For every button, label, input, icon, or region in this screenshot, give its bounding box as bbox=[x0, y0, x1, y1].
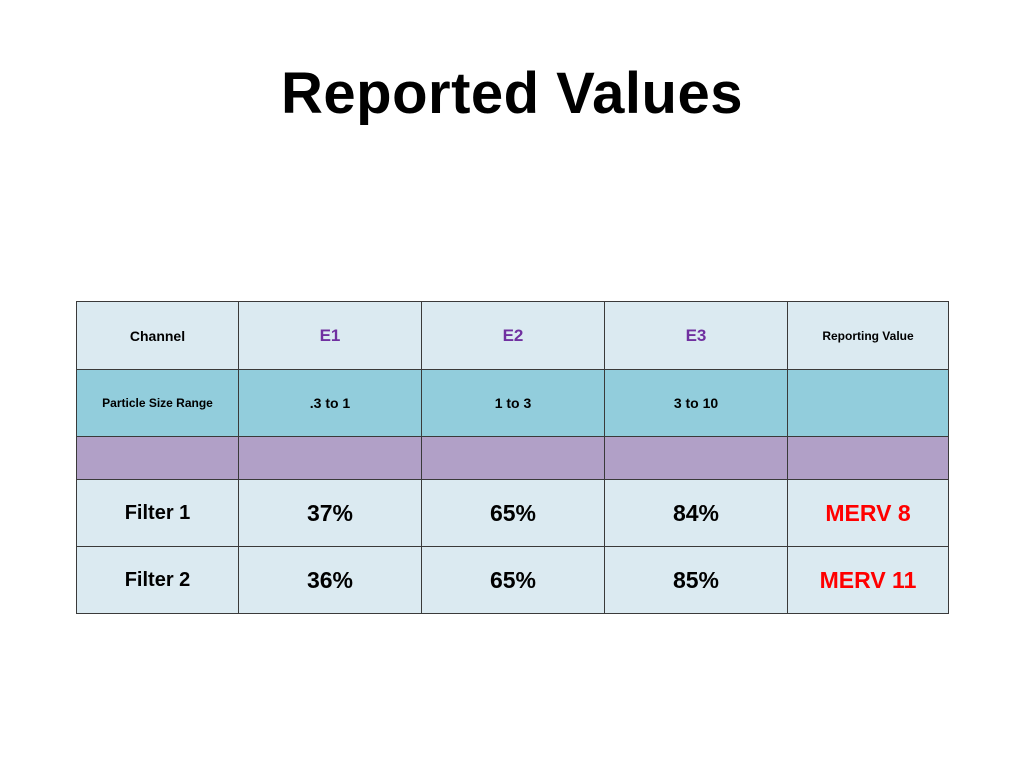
spacer-cell bbox=[238, 436, 422, 480]
spacer-cell bbox=[604, 436, 788, 480]
page-title: Reported Values bbox=[281, 61, 743, 126]
filter-2-row: Filter 2 36% 65% 85% MERV 11 bbox=[76, 546, 949, 614]
particle-range-e2-cell: 1 to 3 bbox=[421, 369, 605, 437]
filter-2-name-cell: Filter 2 bbox=[76, 546, 239, 614]
particle-range-e1-cell: .3 to 1 bbox=[238, 369, 422, 437]
filter-2-e2-cell: 65% bbox=[421, 546, 605, 614]
particle-reporting-cell bbox=[787, 369, 949, 437]
filter-1-row: Filter 1 37% 65% 84% MERV 8 bbox=[76, 479, 949, 547]
channel-header-row: Channel E1 E2 E3 Reporting Value bbox=[76, 301, 949, 370]
spacer-cell bbox=[787, 436, 949, 480]
particle-range-e3-cell: 3 to 10 bbox=[604, 369, 788, 437]
spacer-row bbox=[76, 436, 949, 480]
reporting-value-header-cell: Reporting Value bbox=[787, 301, 949, 370]
filter-2-reporting-cell: MERV 11 bbox=[787, 546, 949, 614]
spacer-cell bbox=[76, 436, 239, 480]
filter-1-e1-cell: 37% bbox=[238, 479, 422, 547]
particle-size-row: Particle Size Range .3 to 1 1 to 3 3 to … bbox=[76, 369, 949, 437]
filter-1-reporting-cell: MERV 8 bbox=[787, 479, 949, 547]
reported-values-table: Channel E1 E2 E3 Reporting Value Particl… bbox=[76, 301, 949, 614]
channel-header-cell: Channel bbox=[76, 301, 239, 370]
filter-1-name-cell: Filter 1 bbox=[76, 479, 239, 547]
particle-size-label-cell: Particle Size Range bbox=[76, 369, 239, 437]
channel-e2-cell: E2 bbox=[421, 301, 605, 370]
channel-e3-cell: E3 bbox=[604, 301, 788, 370]
channel-e1-cell: E1 bbox=[238, 301, 422, 370]
filter-1-e3-cell: 84% bbox=[604, 479, 788, 547]
spacer-cell bbox=[421, 436, 605, 480]
filter-2-e3-cell: 85% bbox=[604, 546, 788, 614]
filter-2-e1-cell: 36% bbox=[238, 546, 422, 614]
filter-1-e2-cell: 65% bbox=[421, 479, 605, 547]
